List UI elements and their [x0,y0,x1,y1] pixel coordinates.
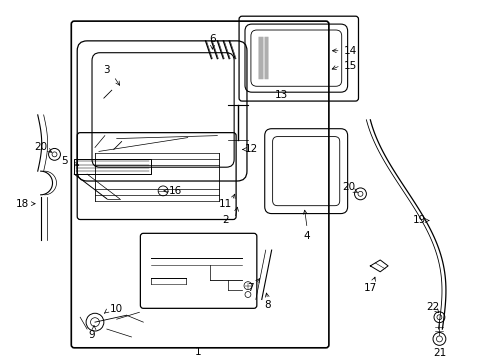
Text: 9: 9 [88,330,95,340]
Text: 5: 5 [61,156,67,166]
Text: 21: 21 [432,348,445,358]
Text: 15: 15 [343,60,357,71]
Text: 20: 20 [34,143,47,152]
Text: 10: 10 [110,304,123,314]
Text: 3: 3 [103,66,110,76]
Text: 13: 13 [274,90,287,100]
Text: 16: 16 [169,186,182,196]
Text: 1: 1 [195,347,202,357]
Text: 7: 7 [246,283,253,293]
Text: 20: 20 [342,182,354,192]
Text: 18: 18 [16,199,29,209]
Text: 8: 8 [264,300,270,310]
Text: 14: 14 [343,46,357,56]
Text: 19: 19 [412,216,426,225]
Text: 6: 6 [209,34,215,44]
Text: 22: 22 [425,302,438,312]
Text: 17: 17 [363,283,376,293]
Text: 4: 4 [303,231,310,241]
Text: 11: 11 [218,199,231,209]
Text: 2: 2 [222,216,228,225]
Text: 12: 12 [245,144,258,154]
